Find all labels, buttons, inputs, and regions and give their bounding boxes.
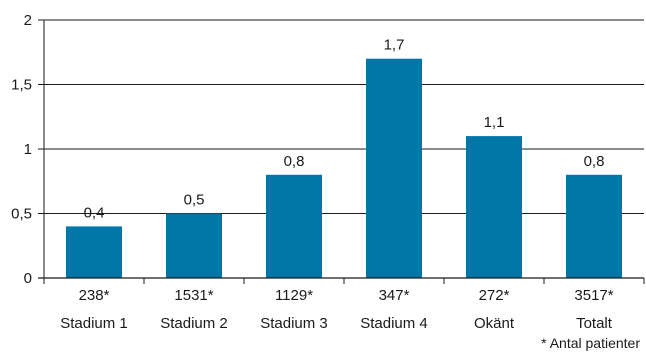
bars (66, 58, 622, 279)
x-count-label: 347* (379, 287, 410, 304)
bar-value-label: 0,5 (184, 192, 205, 209)
y-tick-label: 1,5 (11, 77, 32, 94)
x-count-label: 272* (479, 287, 510, 304)
x-category-label: Okänt (474, 315, 515, 332)
bar (466, 136, 522, 278)
x-count-label: 1129* (275, 287, 313, 304)
bar (266, 174, 322, 278)
y-tick-label: 1 (24, 141, 32, 158)
y-tick-label: 0 (24, 270, 32, 287)
axes (38, 19, 645, 284)
labels: 0 0,5 1 1,5 2 0,4 238* Stadium 1 0,5 1531* Stadium… (11, 12, 614, 332)
bar-value-label: 0,8 (284, 153, 305, 170)
bar (566, 174, 622, 278)
x-category-label: Stadium 2 (160, 315, 228, 332)
bar-value-label: 1,7 (384, 37, 405, 54)
x-category-label: Stadium 3 (260, 315, 328, 332)
x-category-label: Stadium 1 (60, 315, 128, 332)
y-tick-label: 2 (24, 12, 32, 29)
x-category-label: Totalt (576, 315, 613, 332)
bar (66, 226, 122, 278)
bar-value-label: 0,8 (584, 153, 605, 170)
x-count-label: 1531* (174, 287, 213, 304)
gridlines (44, 19, 644, 214)
bar-value-label: 0,4 (84, 204, 105, 221)
x-count-label: 3517* (574, 287, 613, 304)
bar (166, 213, 222, 278)
bar (366, 58, 422, 279)
bar-value-label: 1,1 (484, 114, 505, 131)
footnote: * Antal patienter (541, 335, 640, 351)
x-count-label: 238* (79, 287, 110, 304)
y-tick-label: 0,5 (11, 206, 32, 223)
x-category-label: Stadium 4 (360, 315, 428, 332)
